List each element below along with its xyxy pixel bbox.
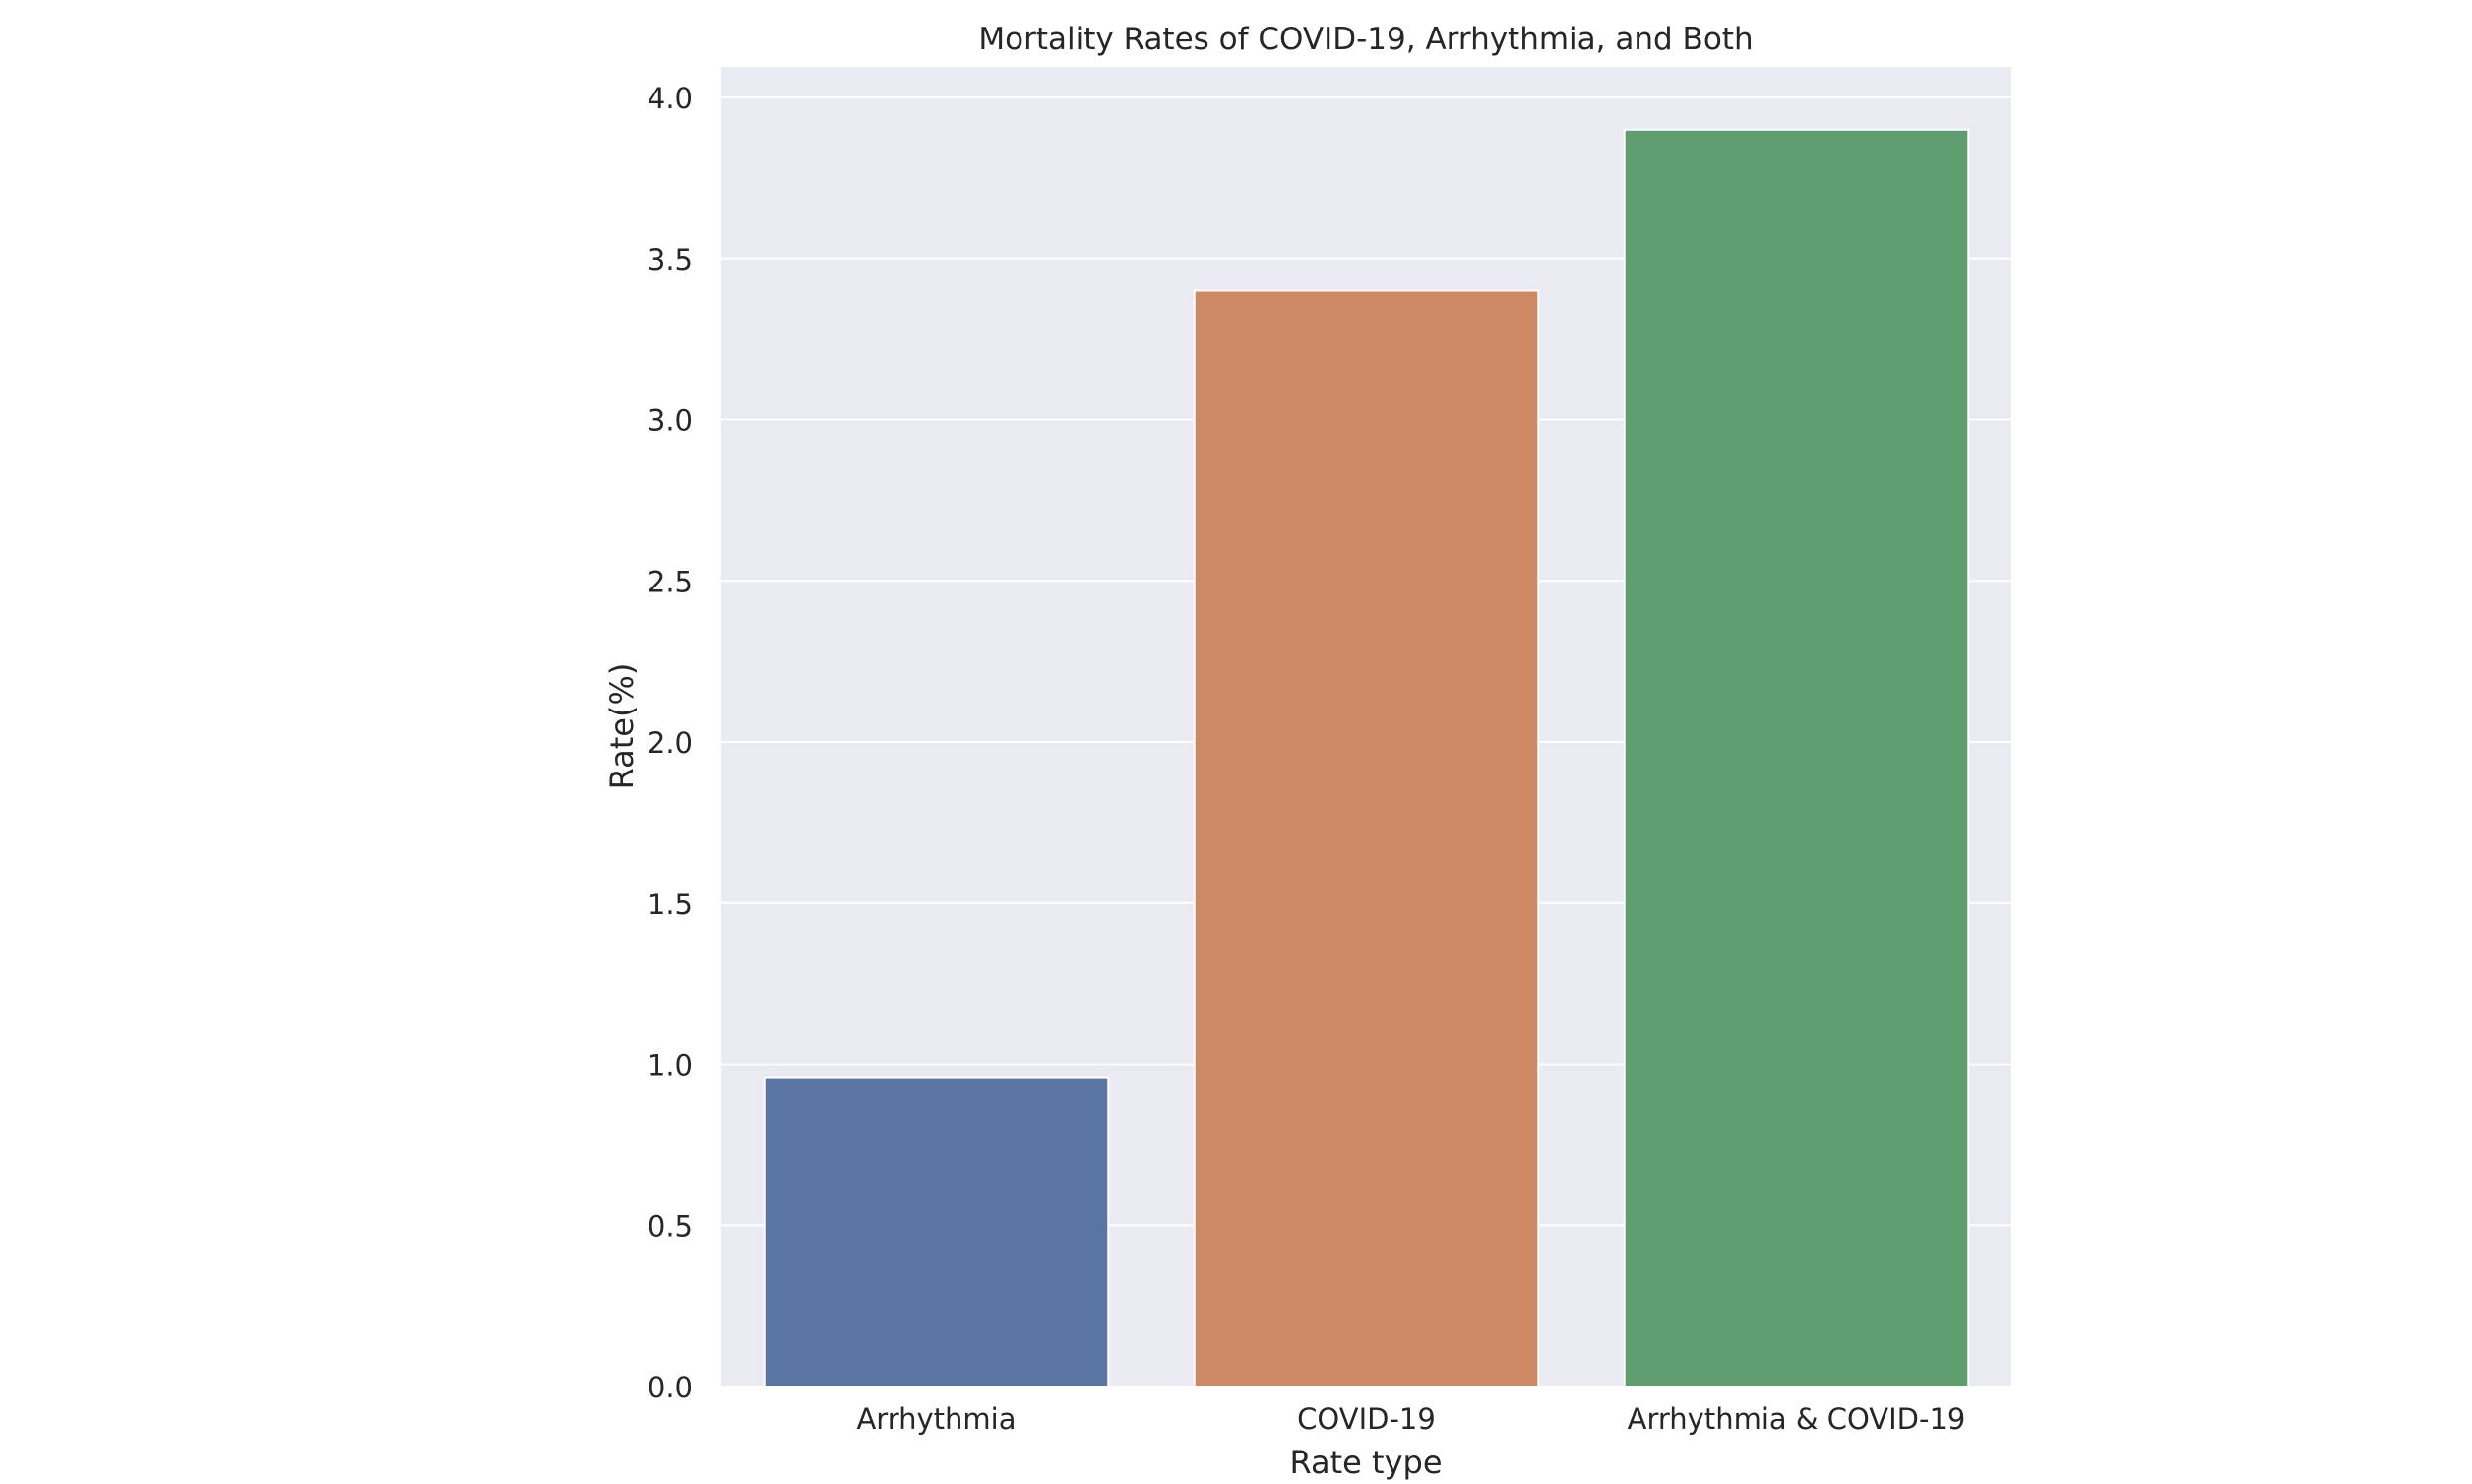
y-tick-label: 1.0 xyxy=(648,1049,693,1082)
y-axis-label: Rate(%) xyxy=(603,663,641,790)
y-tick-label: 0.5 xyxy=(648,1209,693,1243)
y-tick-label: 2.5 xyxy=(648,565,693,598)
x-tick-label: Arrhythmia & COVID-19 xyxy=(1628,1402,1966,1436)
x-axis-label: Rate type xyxy=(1289,1444,1442,1481)
y-tick-label: 0.0 xyxy=(648,1371,693,1404)
bar-covid-19 xyxy=(1193,289,1540,1388)
x-axis-ticks: Arrhythmia COVID-19 Arrhythmia & COVID-19 xyxy=(856,1402,1965,1436)
y-tick-label: 1.5 xyxy=(648,888,693,921)
y-tick-label: 3.0 xyxy=(648,404,693,438)
bar-arrhythmia xyxy=(763,1076,1110,1388)
y-tick-label: 4.0 xyxy=(648,82,693,115)
y-tick-label: 2.0 xyxy=(648,726,693,760)
y-tick-label: 3.5 xyxy=(648,243,693,277)
x-tick-label: COVID-19 xyxy=(1297,1402,1436,1436)
y-axis-ticks: 0.0 0.5 1.0 1.5 2.0 2.5 3.0 3.5 4.0 xyxy=(648,82,693,1404)
chart-title: Mortality Rates of COVID-19, Arrhythmia,… xyxy=(978,22,1753,57)
bar-arrhythmia-covid-19 xyxy=(1623,128,1970,1388)
x-tick-label: Arrhythmia xyxy=(856,1402,1016,1436)
bars xyxy=(763,128,1970,1388)
